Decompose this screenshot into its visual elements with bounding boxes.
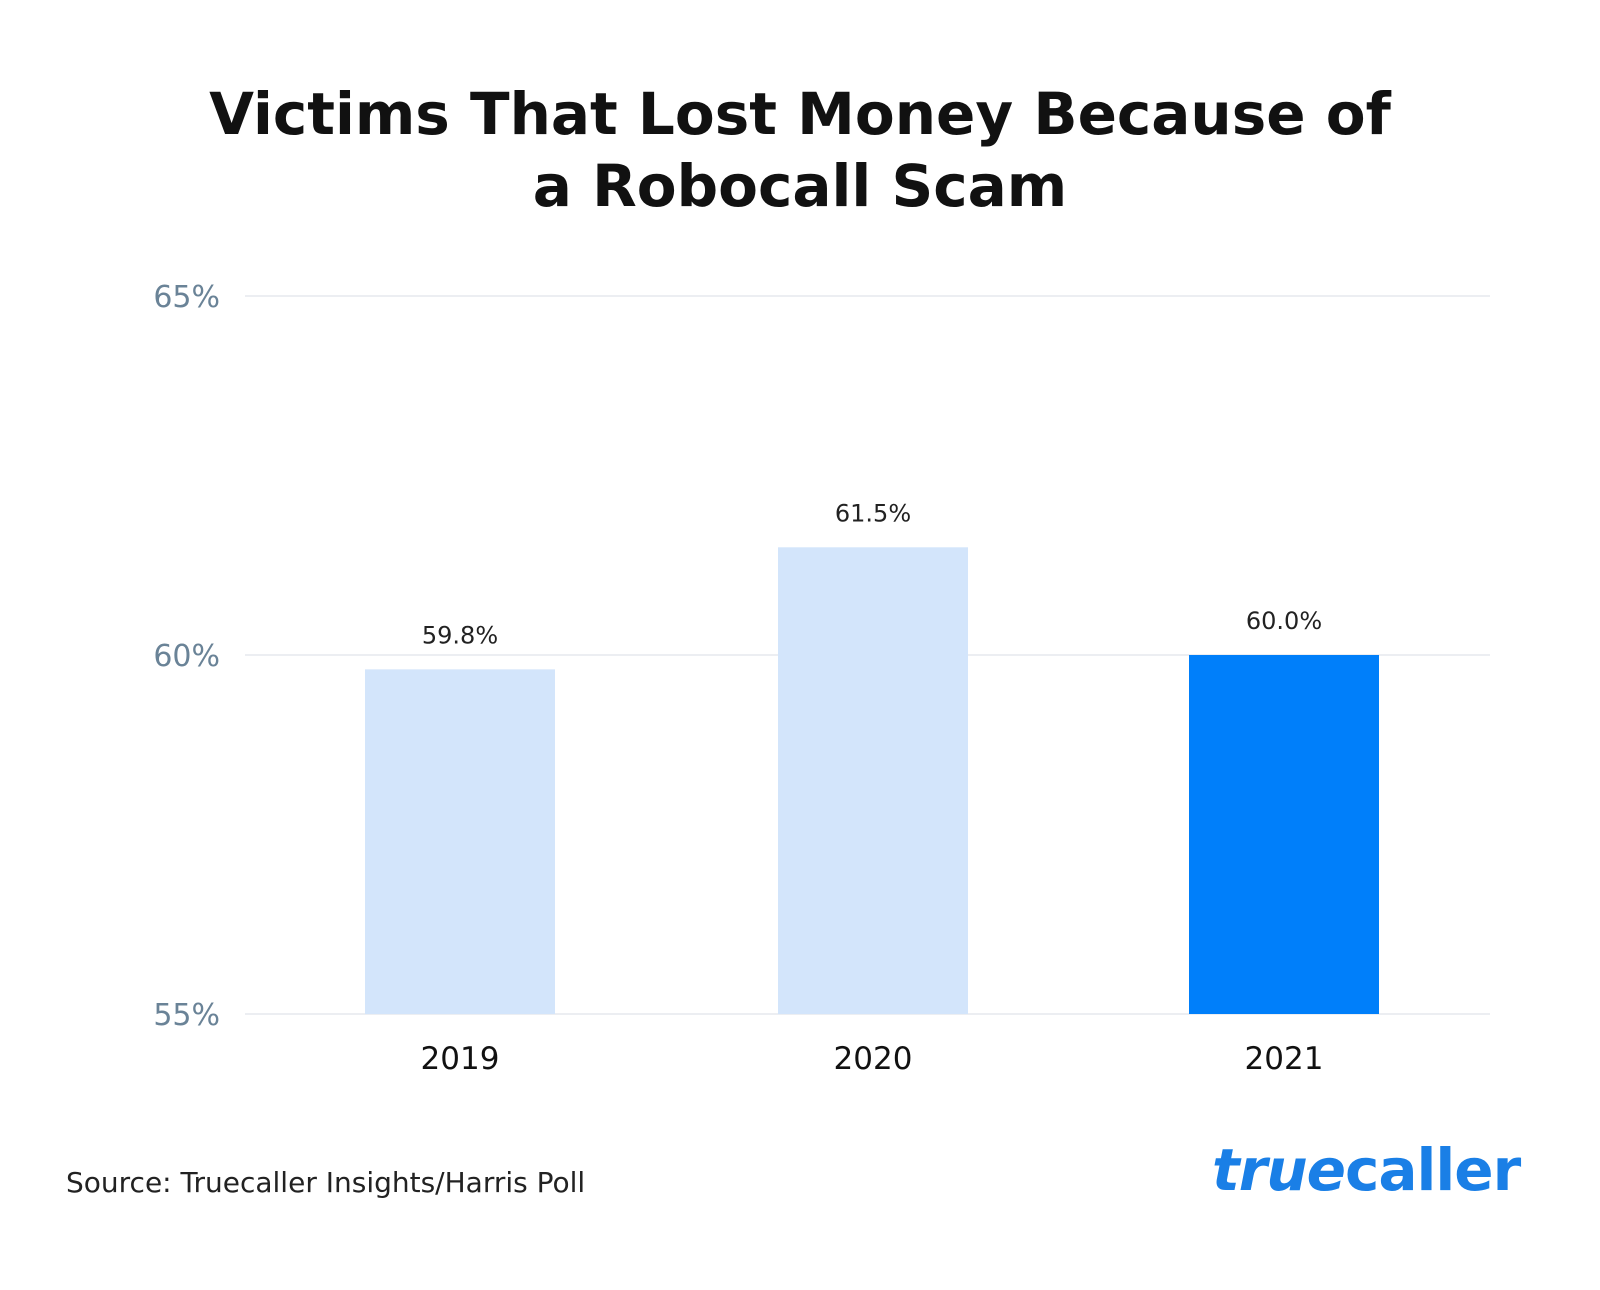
y-tick-label-65: 65% <box>153 280 220 315</box>
y-tick-label-60: 60% <box>153 639 220 674</box>
x-tick-label-2020: 2020 <box>834 1041 913 1077</box>
chart-title-line-1: Victims That Lost Money Because of <box>209 80 1391 148</box>
bar-2021 <box>1189 655 1379 1014</box>
chart-title-line-2: a Robocall Scam <box>532 152 1068 220</box>
x-tick-label-2019: 2019 <box>421 1041 500 1077</box>
value-label-2021: 60.0% <box>1246 607 1322 635</box>
bar-2019 <box>365 669 555 1014</box>
x-tick-label-2021: 2021 <box>1245 1041 1324 1077</box>
chart-title: Victims That Lost Money Because of a Rob… <box>0 78 1600 222</box>
value-label-2020: 61.5% <box>835 499 911 527</box>
logo-text-true: true <box>1212 1136 1346 1204</box>
bar-2020 <box>778 547 968 1014</box>
y-tick-label-55: 55% <box>153 998 220 1033</box>
truecaller-logo: truecaller <box>1212 1136 1521 1204</box>
logo-text-caller: caller <box>1344 1136 1521 1204</box>
source-note: Source: Truecaller Insights/Harris Poll <box>66 1166 586 1199</box>
bar-chart: 55% 60% 65% 59.8% 2019 61.5% 2020 60.0% 2021 <box>153 280 1490 1077</box>
value-label-2019: 59.8% <box>422 621 498 649</box>
